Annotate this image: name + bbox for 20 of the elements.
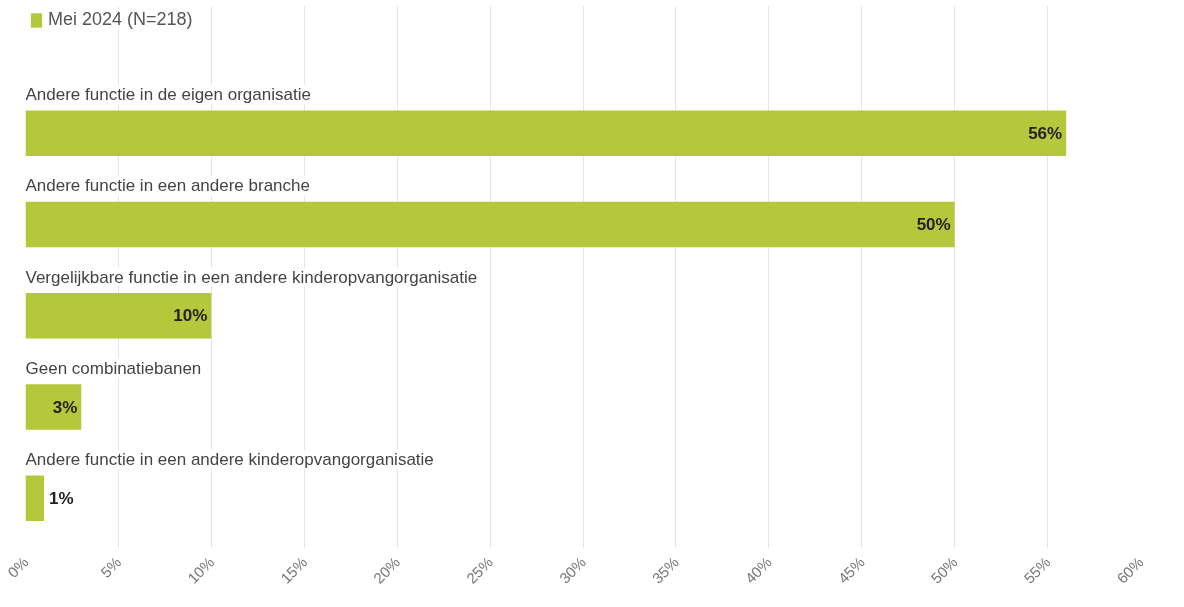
y-tick-label: Andere functie in een andere branche <box>25 176 310 196</box>
data-label: 1% <box>49 488 74 508</box>
data-label: 56% <box>1028 123 1063 143</box>
x-tick-label: 45% <box>834 553 868 587</box>
x-tick-label: 35% <box>648 553 682 587</box>
x-tick-label: 5% <box>97 553 125 581</box>
x-tick-label: 30% <box>555 553 590 587</box>
x-tick-label: 60% <box>1113 553 1147 587</box>
legend-label: Mei 2024 (N=218) <box>48 9 193 30</box>
y-tick-label: Vergelijkbare functie in een andere kinderopvangorganisatie <box>25 267 478 287</box>
x-tick-label: 0% <box>4 553 32 581</box>
x-tick-label: 50% <box>927 553 961 587</box>
data-label: 10% <box>173 306 208 326</box>
x-tick-label: 40% <box>741 553 775 587</box>
y-tick-label: Andere functie in een andere kinderopvangorganisatie <box>25 450 434 470</box>
x-tick-label: 55% <box>1020 553 1054 587</box>
y-tick-label: Andere functie in de eigen organisatie <box>25 85 311 105</box>
data-label: 3% <box>52 397 78 417</box>
data-label: 50% <box>916 215 951 235</box>
y-tick-label: Geen combinatiebanen <box>25 358 202 378</box>
